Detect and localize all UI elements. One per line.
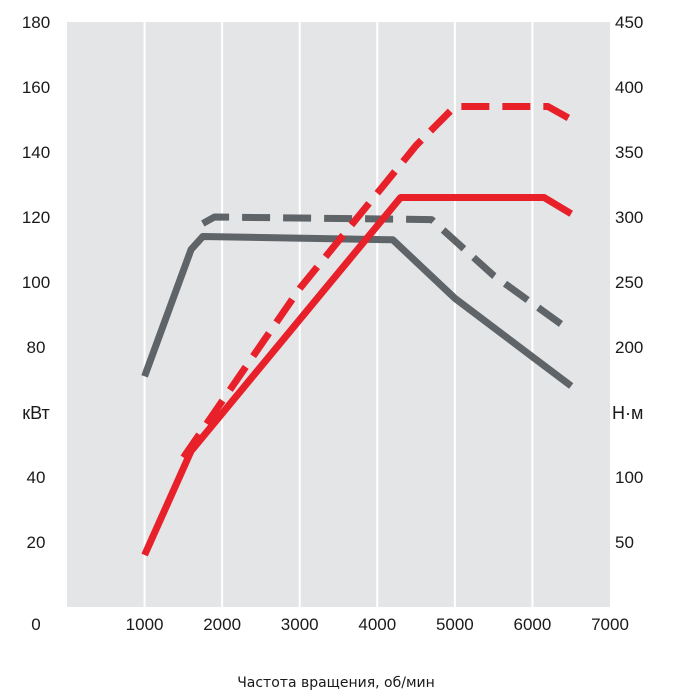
- x-tick-label: 1000: [126, 615, 164, 634]
- right-tick-label: 200: [615, 338, 643, 357]
- right-tick-label: 450: [615, 13, 643, 32]
- x-axis-title: Частота вращения, об/мин: [237, 675, 435, 691]
- x-tick-label: 4000: [358, 615, 396, 634]
- series-line-2: [201, 213, 574, 335]
- right-tick-label: 350: [615, 143, 643, 162]
- right-axis-unit: Н·м: [612, 403, 643, 423]
- right-tick-label: 400: [615, 78, 643, 97]
- series-layer: [141, 103, 574, 557]
- plot-background: [67, 22, 610, 607]
- series-line-4: [180, 103, 573, 460]
- left-tick-label: 80: [27, 338, 46, 357]
- left-tick-label: 180: [22, 13, 50, 32]
- right-tick-label: 300: [615, 208, 643, 227]
- right-tick-label: 100: [615, 468, 643, 487]
- x-tick-label: 5000: [436, 615, 474, 634]
- right-tick-label: 250: [615, 273, 643, 292]
- left-tick-label: 140: [22, 143, 50, 162]
- left-axis-unit: кВт: [22, 403, 50, 423]
- left-axis-ticks: 0 20 40 80 100 120 140 160 180: [22, 13, 50, 634]
- x-tick-label: 6000: [514, 615, 552, 634]
- x-axis-ticks: 1000 2000 3000 4000 5000 6000 7000: [126, 615, 629, 634]
- left-tick-label: 120: [22, 208, 50, 227]
- left-tick-label: 20: [27, 533, 46, 552]
- series-line-3: [141, 194, 573, 557]
- left-tick-label: 100: [22, 273, 50, 292]
- x-tick-label: 3000: [281, 615, 319, 634]
- series-line-1: [141, 233, 574, 389]
- left-tick-label: 0: [31, 615, 40, 634]
- x-tick-label: 2000: [203, 615, 241, 634]
- right-tick-label: 50: [615, 533, 634, 552]
- left-tick-label: 160: [22, 78, 50, 97]
- left-tick-label: 40: [27, 468, 46, 487]
- right-axis-ticks: 50 100 200 250 300 350 400 450: [615, 13, 643, 552]
- x-tick-label: 7000: [591, 615, 629, 634]
